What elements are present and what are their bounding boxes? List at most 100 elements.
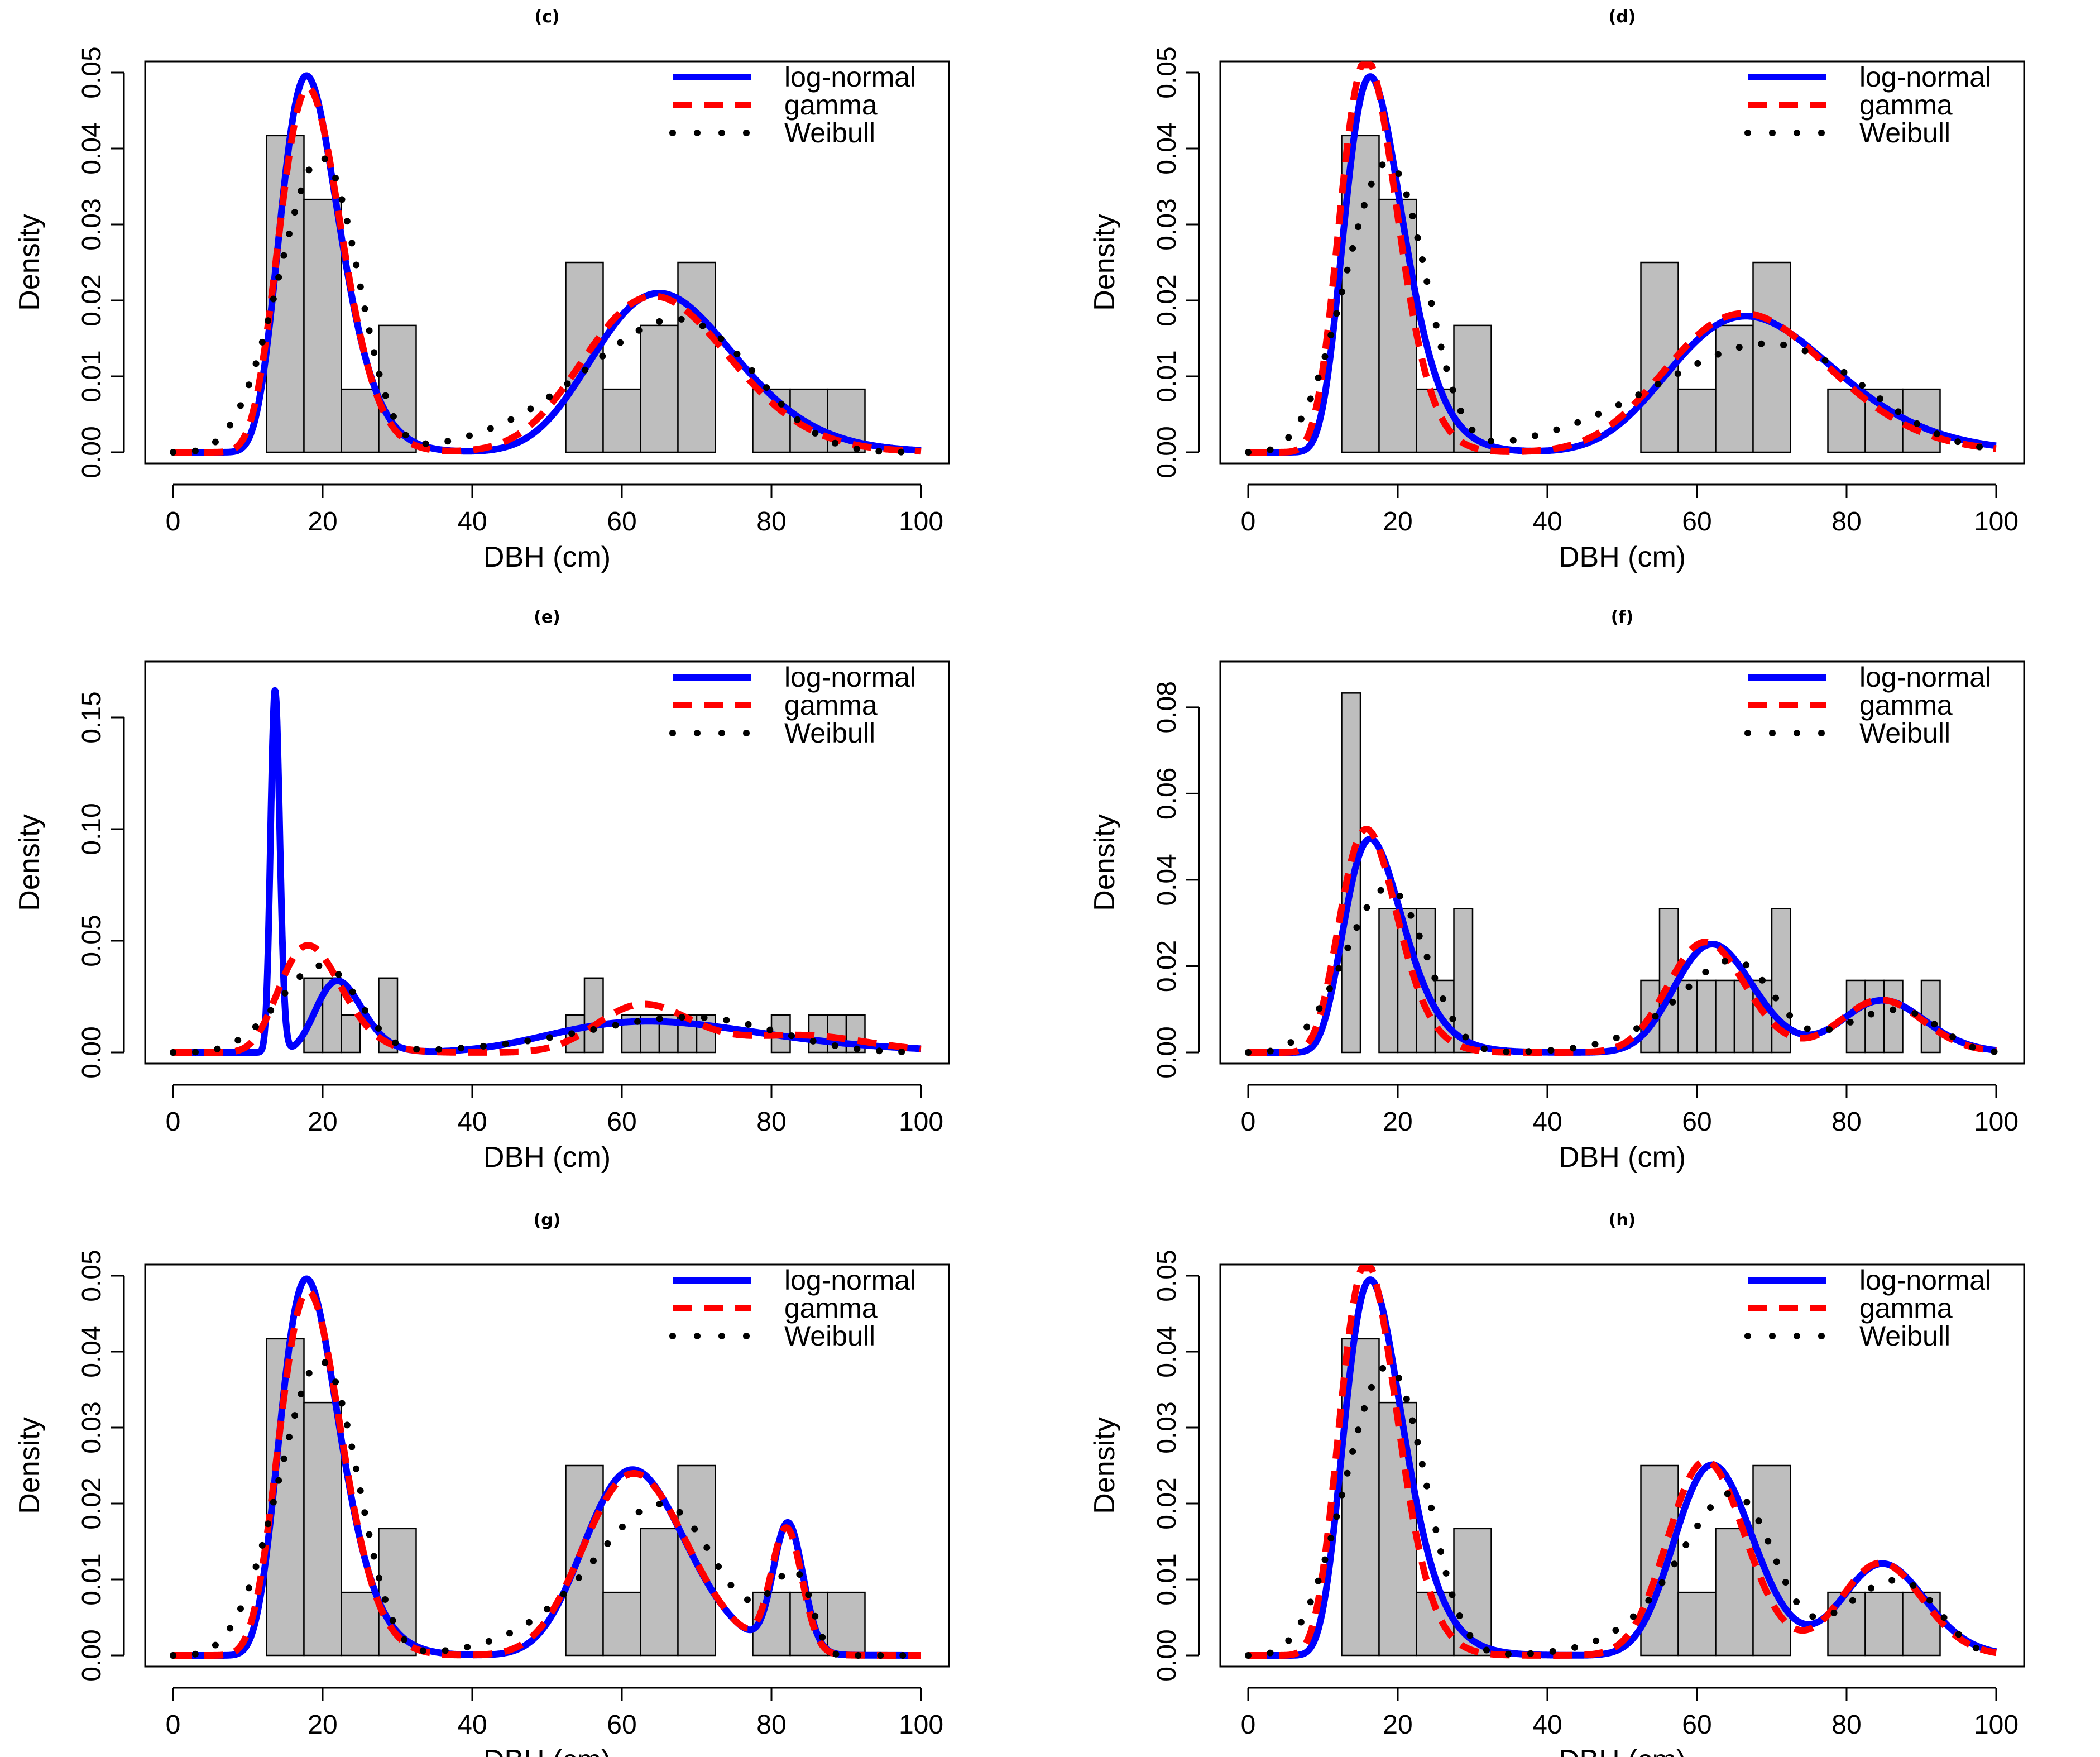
y-tick-label: 0.02 [1152,940,1182,992]
x-tick-label: 0 [166,507,181,537]
x-tick-label: 60 [607,1107,636,1137]
histogram-bar [1883,979,1904,1054]
legend-label: Weibull [784,117,875,149]
x-tick-label: 40 [457,507,487,537]
x-tick-label: 60 [607,507,636,537]
plot-frame [1219,60,2025,465]
y-axis: 0.00 0.01 0.02 0.03 0.04 0.05 Density [13,46,125,478]
y-tick-label: 0.00 [1152,1026,1182,1078]
x-tick-label: 40 [457,1107,487,1137]
density-curve-weibull [170,154,924,456]
x-tick-label: 100 [899,1710,943,1740]
legend-label: Weibull [784,717,875,749]
histogram-bar [341,1014,361,1054]
density-curve-log-normal [1245,73,1999,456]
x-tick-label: 0 [166,1107,181,1137]
x-tick-label: 100 [899,1107,943,1137]
x-tick-label: 40 [1532,1107,1562,1137]
density-curve-weibull [170,962,924,1056]
histogram-bar [1453,908,1474,1054]
density-curve-gamma [170,942,924,1056]
legend-label: log-normal [784,662,916,693]
x-axis-title: DBH (cm) [1559,541,1686,573]
histogram-bar [1827,1591,1866,1657]
histogram-bar [1378,908,1399,1054]
y-tick-label: 0.10 [77,803,107,855]
histogram-bar [1864,1591,1904,1657]
y-axis-title: Density [1089,214,1121,310]
x-tick-label: 60 [1682,1710,1711,1740]
x-tick-label: 80 [1831,507,1861,537]
plot-frame [144,60,950,465]
x-axis-title: DBH (cm) [1559,1141,1686,1174]
panel-title: (f) [1611,607,1633,627]
x-axis: 0 20 40 60 80 100 DBH (cm) [1241,1687,2019,1757]
plot-frame [1219,1263,2025,1668]
y-tick-label: 0.01 [77,350,107,402]
histogram-bar [1677,979,1698,1054]
panel-title: (d) [1609,7,1636,27]
y-tick-label: 0.06 [1152,768,1182,820]
histogram-bar [1864,979,1885,1054]
histogram-bar [341,1591,380,1657]
x-tick-label: 40 [1532,1710,1562,1740]
y-tick-label: 0.04 [77,122,107,174]
density-curve-gamma [1245,61,1999,456]
x-axis: 0 20 40 60 80 100 DBH (cm) [1241,483,2019,573]
histogram-bar [1752,261,1791,453]
x-tick-label: 100 [1974,1107,2019,1137]
y-tick-label: 0.00 [77,426,107,478]
histogram-bar [1715,324,1754,453]
x-tick-label: 60 [607,1710,636,1740]
y-axis: 0.00 0.05 0.10 0.15 Density [13,691,125,1079]
x-axis-title: DBH (cm) [1559,1744,1686,1757]
y-tick-label: 0.04 [1152,1325,1182,1377]
y-axis-title: Density [1089,814,1121,911]
histogram-bar [341,388,380,453]
x-tick-label: 60 [1682,1107,1711,1137]
y-tick-label: 0.05 [77,46,107,98]
x-axis: 0 20 40 60 80 100 DBH (cm) [166,1084,943,1174]
legend-label: Weibull [1859,1320,1950,1352]
y-tick-label: 0.01 [1152,350,1182,402]
y-tick-label: 0.04 [1152,854,1182,906]
histogram-bar [303,1401,342,1657]
chart-panel-e: (e) 0 20 40 60 80 100 DBH (cm) 0.00 0.05 0.10 0.15 D… [13,607,950,1174]
x-tick-label: 40 [457,1710,487,1740]
histogram-bar [677,261,716,453]
histogram-bar [827,1591,866,1657]
histogram-bar [565,1464,604,1657]
y-axis-title: Density [13,1417,46,1514]
x-axis-title: DBH (cm) [483,541,611,573]
plot-frame [144,660,950,1065]
legend-label: log-normal [1859,61,1991,93]
y-tick-label: 0.08 [1152,681,1182,733]
y-tick-label: 0.02 [1152,1477,1182,1529]
density-curve-weibull [1245,1363,2000,1659]
legend-label: log-normal [1859,662,1991,693]
plot-frame [1219,660,2025,1065]
x-tick-label: 40 [1532,507,1562,537]
histogram-bar [1733,979,1754,1054]
histogram-bar [565,261,604,453]
histogram-bar [378,324,417,453]
y-tick-label: 0.05 [77,915,107,966]
histogram-bar [1677,1591,1717,1657]
y-tick-label: 0.15 [77,691,107,743]
y-tick-label: 0.02 [1152,274,1182,326]
x-axis: 0 20 40 60 80 100 DBH (cm) [1241,1084,2019,1174]
y-tick-label: 0.02 [77,1477,107,1529]
legend-label: gamma [784,1292,878,1324]
x-tick-label: 20 [308,507,337,537]
histogram-bar [1827,388,1866,453]
